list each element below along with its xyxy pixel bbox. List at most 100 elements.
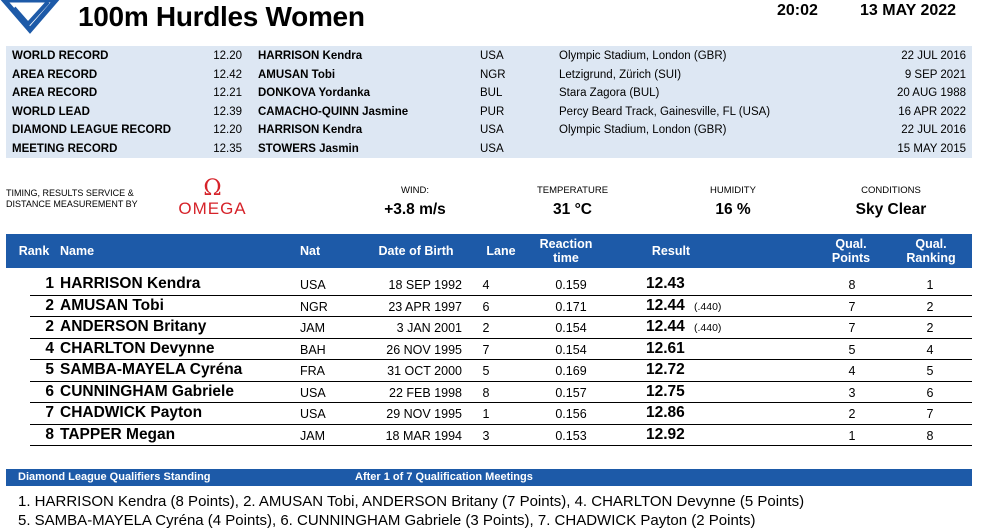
record-perf: 12.35 — [213, 142, 242, 155]
athlete-reaction: 0.169 — [555, 364, 587, 378]
result-row: 6 CUNNINGHAM Gabriele USA 22 FEB 1998 8 0.157… — [6, 382, 972, 404]
athlete-qual-points: 7 — [848, 321, 856, 335]
col-reaction-header: Reaction time — [531, 237, 601, 265]
record-nat: USA — [480, 50, 504, 62]
row-divider — [30, 337, 972, 339]
record-holder: STOWERS Jasmin — [258, 142, 359, 155]
athlete-reaction: 0.156 — [555, 407, 587, 421]
col-qpts-header-line2: Points — [831, 251, 871, 265]
record-holder: HARRISON Kendra — [258, 124, 363, 136]
omega-wordmark: OMEGA — [178, 199, 247, 218]
record-holder: HARRISON Kendra — [258, 50, 363, 62]
row-divider — [30, 359, 972, 360]
wind-label: WIND: — [401, 185, 429, 196]
athlete-nat: JAM — [300, 321, 325, 335]
record-venue: Olympic Stadium, London (GBR) — [559, 124, 727, 136]
athlete-result: 12.75 — [646, 382, 685, 400]
timing-label-line1: TIMING, RESULTS SERVICE & — [6, 188, 134, 198]
col-qrank-header-line1: Qual. — [915, 237, 947, 251]
event-title: 100m Hurdles Women — [78, 1, 365, 32]
record-venue: Stara Zagora (BUL) — [559, 87, 660, 99]
diamond-league-logo-icon — [0, 0, 60, 34]
athlete-lane: 3 — [482, 428, 490, 443]
col-dob-header: Date of Birth — [378, 244, 454, 258]
standing-title: Diamond League Qualifiers Standing — [18, 471, 211, 483]
athlete-dob: 18 MAR 1994 — [385, 428, 462, 443]
athlete-result: 12.92 — [646, 425, 685, 443]
athlete-reaction: 0.159 — [555, 278, 587, 292]
standing-text: 1. HARRISON Kendra (8 Points), 2. AMUSAN… — [18, 492, 804, 530]
athlete-result: 12.86 — [646, 404, 685, 421]
row-divider — [30, 445, 972, 446]
record-perf: 12.42 — [213, 68, 242, 81]
record-type: MEETING RECORD — [12, 142, 118, 155]
athlete-nat: USA — [300, 278, 326, 292]
athlete-nat: FRA — [300, 364, 325, 378]
athlete-name: AMUSAN Tobi — [60, 296, 164, 314]
record-venue: Olympic Stadium, London (GBR) — [559, 50, 727, 62]
temperature-value: 31 °C — [553, 201, 592, 218]
athlete-reaction: 0.154 — [555, 321, 587, 335]
wind-block: WIND: +3.8 m/s — [365, 185, 465, 219]
athlete-lane: 2 — [482, 321, 490, 335]
col-qpts-header: Qual. Points — [826, 237, 876, 265]
athlete-reaction: 0.157 — [555, 385, 587, 400]
athlete-result-tiebreak: (.440) — [694, 300, 722, 313]
athlete-qual-ranking: 6 — [926, 385, 934, 400]
record-type: AREA RECORD — [12, 68, 98, 81]
athlete-qual-points: 1 — [848, 428, 856, 443]
omega-logo: Ω OMEGA — [165, 178, 260, 218]
col-qrank-header: Qual. Ranking — [900, 237, 962, 265]
athlete-qual-points: 8 — [848, 278, 856, 292]
result-row: 1 HARRISON Kendra USA 18 SEP 1992 4 0.159 12.4… — [6, 274, 972, 296]
col-reaction-header-line2: time — [553, 251, 579, 265]
athlete-nat: USA — [300, 385, 326, 400]
record-nat: NGR — [480, 68, 506, 81]
athlete-name: CHADWICK Payton — [60, 404, 203, 421]
record-perf: 12.20 — [213, 124, 242, 136]
humidity-label: HUMIDITY — [710, 185, 756, 196]
record-nat: PUR — [480, 105, 505, 118]
timing-label: TIMING, RESULTS SERVICE & DISTANCE MEASU… — [6, 188, 138, 210]
record-holder: DONKOVA Yordanka — [258, 87, 371, 99]
athlete-qual-ranking: 4 — [926, 342, 934, 357]
records-panel: WORLD RECORD 12.20 HARRISON Kendra USA Olymp… — [6, 46, 972, 158]
athlete-lane: 6 — [482, 299, 490, 314]
record-date: 22 JUL 2016 — [901, 50, 966, 62]
col-result-header: Result — [651, 244, 691, 258]
standing-subtitle: After 1 of 7 Qualification Meetings — [355, 471, 533, 483]
athlete-result-tiebreak: (.440) — [694, 322, 722, 334]
athlete-qual-ranking: 2 — [926, 299, 934, 314]
athlete-name: CHARLTON Devynne — [60, 339, 215, 357]
record-type: DIAMOND LEAGUE RECORD — [12, 124, 172, 136]
athlete-rank: 5 — [45, 361, 54, 378]
athlete-reaction: 0.153 — [555, 428, 587, 443]
athlete-qual-ranking: 8 — [926, 428, 934, 443]
humidity-value: 16 % — [715, 201, 751, 218]
record-date: 16 APR 2022 — [898, 105, 966, 118]
col-nat-header: Nat — [300, 244, 321, 258]
result-row: 2 ANDERSON Britany JAM 3 JAN 2001 2 0.154 12.4… — [6, 317, 972, 339]
record-date: 20 AUG 1988 — [896, 87, 966, 99]
standing-line2: 5. SAMBA-MAYELA Cyréna (4 Points), 6. CU… — [18, 512, 756, 529]
athlete-qual-points: 5 — [848, 342, 856, 357]
col-lane-header: Lane — [486, 244, 516, 258]
athlete-dob: 23 APR 1997 — [388, 299, 462, 314]
record-venue: Percy Beard Track, Gainesville, FL (USA) — [559, 105, 771, 118]
athlete-dob: 22 FEB 1998 — [389, 385, 462, 400]
record-type: WORLD RECORD — [12, 50, 109, 62]
athlete-result: 12.43 — [646, 275, 685, 292]
athlete-qual-ranking: 1 — [926, 278, 934, 292]
athlete-result: 12.44 — [646, 318, 685, 335]
conditions-block: CONDITIONS Sky Clear — [826, 185, 956, 219]
athlete-qual-ranking: 5 — [926, 364, 934, 378]
athlete-qual-points: 4 — [848, 364, 856, 378]
record-perf: 12.20 — [213, 50, 242, 62]
record-holder: CAMACHO-QUINN Jasmine — [258, 105, 409, 118]
athlete-name: ANDERSON Britany — [60, 318, 207, 335]
athlete-rank: 6 — [45, 382, 54, 400]
record-type: AREA RECORD — [12, 87, 98, 99]
timing-label-line2: DISTANCE MEASUREMENT BY — [6, 199, 138, 209]
omega-symbol-icon: Ω — [203, 176, 222, 201]
athlete-name: TAPPER Megan — [60, 425, 176, 443]
